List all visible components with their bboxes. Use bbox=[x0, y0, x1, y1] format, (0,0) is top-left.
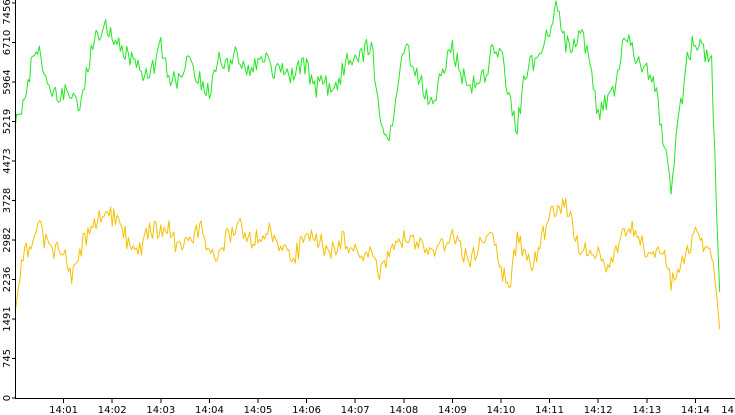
y-tick-label: 0 bbox=[2, 395, 13, 401]
x-tick-label: 14:10 bbox=[487, 405, 516, 415]
y-tick-label: 6710 bbox=[2, 30, 13, 55]
x-tick-label: 14:03 bbox=[146, 405, 175, 415]
y-tick-label: 3728 bbox=[2, 188, 13, 213]
y-tick-layer: 0 745 1491 2236 2982 3728 4473 5219 5964 6710 7456 bbox=[2, 0, 16, 401]
series-layer bbox=[14, 0, 721, 330]
y-tick-label: 7456 bbox=[2, 0, 13, 25]
x-tick-label: 14:01 bbox=[49, 405, 78, 415]
series-line-2 bbox=[14, 197, 721, 330]
x-tick-label: 14:02 bbox=[98, 405, 127, 415]
y-tick-label: 1491 bbox=[2, 306, 13, 331]
x-tick-label: 14:05 bbox=[244, 405, 273, 415]
x-tick-layer: 14:01 14:02 14:03 14:04 14:05 14:06 14:07 14:08… bbox=[49, 398, 734, 415]
x-tick-label: 14:07 bbox=[341, 405, 370, 415]
x-tick-label: 14:09 bbox=[438, 405, 467, 415]
x-tick-label: 14:08 bbox=[389, 405, 418, 415]
y-tick-label: 2236 bbox=[2, 267, 13, 292]
axis-layer bbox=[15, 0, 735, 399]
x-tick-label: 14:12 bbox=[584, 405, 613, 415]
x-tick-label: 14:13 bbox=[632, 405, 661, 415]
series-line-1 bbox=[14, 0, 721, 293]
y-tick-label: 5219 bbox=[2, 109, 13, 134]
x-tick-label: 14:06 bbox=[292, 405, 321, 415]
y-tick-label: 4473 bbox=[2, 148, 13, 173]
x-tick-label: 14:11 bbox=[535, 405, 564, 415]
y-tick-label: 5964 bbox=[2, 69, 13, 94]
x-tick-label: 14:14 bbox=[681, 405, 710, 415]
x-tick-label: 14:04 bbox=[195, 405, 224, 415]
y-tick-label: 745 bbox=[2, 349, 13, 368]
x-tick-label: 14 bbox=[721, 405, 734, 415]
y-tick-label: 2982 bbox=[2, 227, 13, 252]
